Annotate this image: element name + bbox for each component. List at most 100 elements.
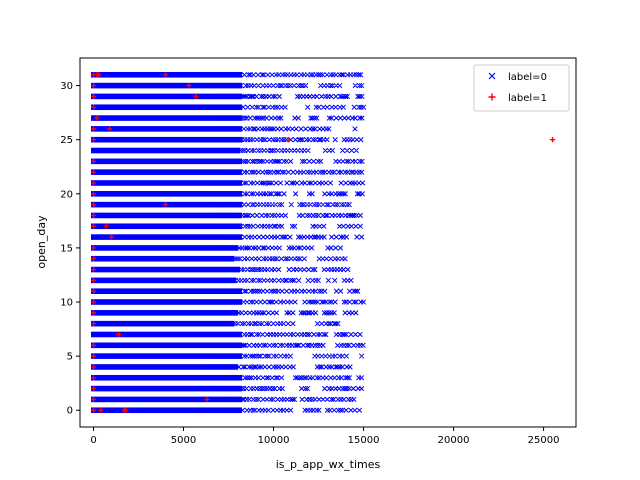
series-label-0-band: [91, 71, 364, 78]
series-label-1-point: [193, 93, 199, 100]
series-label-1-point: [90, 93, 97, 100]
series-label-0-markers: [212, 72, 364, 78]
legend-text-label-1: label=1: [508, 93, 547, 104]
series-label-0-dense-core: [91, 266, 241, 273]
series-label-0-markers: [212, 115, 365, 121]
series-label-1-point: [90, 137, 97, 143]
series-label-0-band: [91, 331, 363, 338]
y-tick-label: 5: [67, 352, 73, 363]
series-label-0-band: [91, 396, 357, 403]
series-label-1-point: [116, 331, 122, 338]
series-label-1-point: [90, 191, 97, 197]
series-label-0-dense-core: [91, 310, 239, 316]
series-label-0-band: [91, 93, 365, 100]
series-label-1-point: [90, 266, 97, 273]
series-label-0-band: [91, 310, 359, 316]
series-label-1-point: [90, 158, 97, 164]
series-label-0-band: [91, 374, 365, 381]
legend-text-label-0: label=0: [508, 72, 547, 83]
y-axis-label: open_day: [35, 215, 48, 269]
plot-points: [90, 71, 556, 414]
series-label-0-markers: [212, 169, 365, 175]
series-label-1-point: [162, 72, 169, 78]
series-label-0-markers: [212, 212, 364, 219]
series-label-1-point: [90, 407, 97, 413]
series-label-0-band: [91, 191, 365, 197]
series-label-0-markers: [209, 310, 359, 316]
x-tick-label: 15000: [348, 435, 380, 446]
series-label-0-dense-core: [91, 277, 237, 284]
series-label-0-markers: [212, 407, 363, 413]
plot-frame: [79, 57, 577, 428]
y-tick-label: 25: [60, 135, 73, 146]
series-label-1-point: [90, 310, 97, 316]
x-tick-label: 0: [90, 435, 96, 446]
series-label-0-band: [91, 407, 363, 414]
legend-box: [473, 64, 570, 112]
series-label-1-point: [90, 180, 97, 186]
series-label-0-markers: [210, 147, 359, 154]
series-label-0-dense-core: [91, 353, 243, 359]
series-label-0-band: [91, 245, 344, 251]
series-label-0-markers: [212, 93, 365, 100]
series-label-0-markers: [212, 191, 365, 197]
series-label-1-point: [94, 115, 100, 121]
series-label-0-dense-core: [91, 288, 243, 294]
series-label-0-band: [91, 255, 348, 262]
series-label-0-markers: [212, 288, 361, 294]
series-label-0-band: [91, 385, 365, 392]
legend-marker-label-1: [488, 93, 496, 101]
series-label-1-point: [90, 396, 97, 403]
x-tick-label: 20000: [438, 435, 470, 446]
y-tick-label: 15: [60, 243, 73, 254]
series-label-0-markers: [212, 396, 357, 403]
series-label-1-point: [90, 212, 97, 219]
x-axis-label: is_p_app_wx_times: [276, 458, 381, 471]
series-label-0-markers: [212, 223, 364, 229]
series-label-0-dense-core: [91, 255, 235, 262]
legend-x-marker: [488, 72, 496, 80]
legend: label=0 label=1: [473, 64, 570, 112]
series-label-0-band: [91, 364, 353, 370]
series-label-1-point: [90, 223, 97, 229]
series-label-0-dense-core: [91, 234, 243, 240]
series-label-0-markers: [209, 364, 353, 370]
series-label-0-dense-core: [91, 223, 243, 230]
series-label-0-dense-core: [91, 147, 241, 154]
y-axis: 0 5 10 15 20 25 30: [60, 81, 80, 417]
series-label-0-dense-core: [91, 407, 243, 414]
series-label-1-point: [285, 137, 291, 143]
series-label-0-markers: [212, 375, 365, 381]
series-label-0-markers: [212, 385, 365, 392]
series-label-0-dense-core: [91, 191, 243, 197]
series-label-1-point: [123, 407, 129, 413]
series-label-0-dense-core: [91, 385, 243, 392]
y-tick-label: 30: [60, 81, 73, 92]
series-label-0-markers: [207, 277, 354, 284]
series-label-1-point: [90, 169, 97, 175]
series-label-0-band: [91, 180, 366, 186]
series-label-0-markers: [212, 353, 365, 359]
legend-plus-marker: [488, 93, 496, 101]
series-label-0-dense-core: [91, 169, 243, 175]
series-label-1-point: [103, 223, 109, 229]
series-label-0-band: [91, 234, 365, 240]
series-label-1-point: [90, 375, 97, 381]
x-tick-label: 10000: [258, 435, 290, 446]
series-label-1-point: [90, 299, 97, 305]
series-label-0-markers: [212, 158, 365, 164]
series-label-0-band: [91, 212, 364, 219]
series-label-1-point: [90, 342, 97, 348]
series-label-0-markers: [212, 104, 367, 110]
series-label-1-point: [90, 364, 97, 370]
legend-marker-label-0: [488, 72, 496, 80]
series-label-0-band: [91, 104, 367, 111]
series-label-1-point: [186, 82, 192, 89]
series-label-1-point: [90, 126, 97, 132]
series-label-0-dense-core: [91, 115, 243, 121]
series-label-1-point: [204, 396, 210, 403]
series-label-0-dense-core: [91, 158, 243, 165]
series-label-0-band: [91, 115, 365, 121]
series-label-1-point: [90, 277, 97, 283]
series-label-0-markers: [212, 126, 358, 132]
